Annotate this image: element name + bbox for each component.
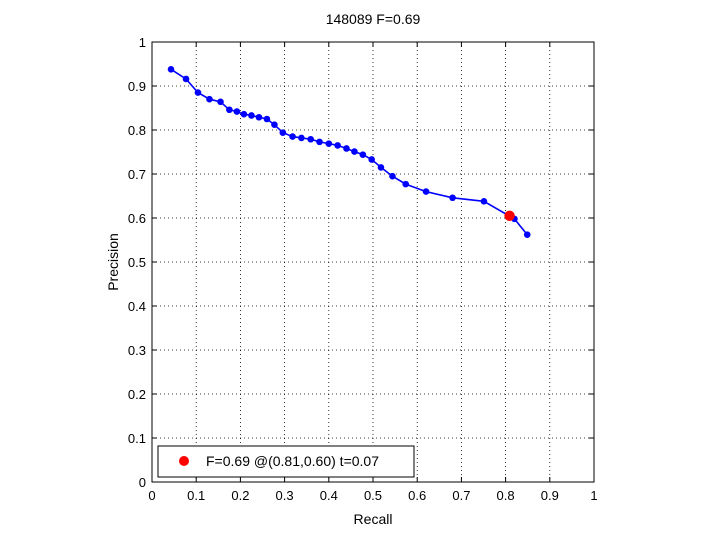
- data-point: [359, 151, 367, 158]
- y-tick-label: 0.5: [128, 255, 146, 270]
- data-point: [206, 95, 213, 103]
- x-axis-label: Recall: [354, 511, 393, 527]
- x-tick-labels: 0 0.1 0.2 0.3 0.4 0.5 0.6 0.7 0.8 0.9 1: [148, 488, 597, 503]
- legend-box: [157, 445, 415, 478]
- data-point: [343, 145, 350, 152]
- data-point: [240, 110, 248, 118]
- y-tick-label: 0.3: [128, 343, 146, 358]
- x-tick-label: 0.4: [320, 488, 338, 503]
- grid: [152, 42, 594, 482]
- data-point: [298, 134, 305, 142]
- data-point: [217, 98, 224, 106]
- y-tick-label: 0.8: [128, 123, 146, 138]
- y-tick-labels: 0 0.1 0.2 0.3 0.4 0.5 0.6 0.7 0.8 0.9 1: [128, 35, 146, 490]
- data-point: [167, 65, 175, 73]
- axis-ticks: [151, 41, 595, 483]
- data-point: [226, 106, 233, 114]
- data-point: [307, 135, 314, 143]
- data-point: [377, 164, 385, 171]
- data-point: [194, 89, 202, 96]
- data-point: [325, 140, 333, 147]
- data-point: [422, 188, 430, 195]
- data-point: [279, 129, 287, 136]
- legend: F=0.69 @(0.81,0.60) t=0.07: [157, 445, 415, 478]
- best-f-point: [504, 210, 515, 221]
- data-point: [334, 142, 341, 149]
- data-point: [289, 133, 296, 140]
- x-tick-label: 0: [148, 488, 155, 503]
- data-point: [316, 138, 323, 146]
- y-tick-label: 0: [139, 475, 146, 490]
- y-tick-label: 0.1: [128, 431, 146, 446]
- legend-text: F=0.69 @(0.81,0.60) t=0.07: [206, 453, 379, 469]
- data-point: [248, 112, 255, 119]
- y-tick-label: 1: [139, 35, 146, 50]
- data-point: [389, 172, 396, 180]
- data-point: [480, 197, 488, 205]
- data-point: [368, 156, 375, 163]
- data-point: [402, 180, 410, 188]
- data-point: [233, 108, 241, 115]
- chart-title: 148089 F=0.69: [326, 11, 421, 27]
- y-tick-label: 0.4: [128, 299, 146, 314]
- data-point: [263, 115, 271, 123]
- x-tick-label: 0.5: [364, 488, 382, 503]
- data-point: [523, 231, 531, 239]
- data-point: [182, 75, 190, 83]
- x-tick-label: 0.1: [187, 488, 205, 503]
- y-tick-label: 0.6: [128, 211, 146, 226]
- x-tick-label: 0.8: [497, 488, 515, 503]
- y-tick-label: 0.9: [128, 79, 146, 94]
- data-point: [271, 121, 278, 129]
- legend-marker: [179, 456, 189, 466]
- x-tick-label: 0.3: [276, 488, 294, 503]
- x-tick-label: 0.6: [408, 488, 426, 503]
- data-point: [351, 148, 358, 155]
- data-point: [255, 113, 263, 121]
- y-axis-label: Precision: [105, 233, 121, 291]
- y-tick-label: 0.2: [128, 387, 146, 402]
- data-point: [449, 194, 456, 202]
- x-tick-label: 0.9: [541, 488, 559, 503]
- highlight-group: [504, 210, 515, 221]
- y-tick-label: 0.7: [128, 167, 146, 182]
- x-tick-label: 0.2: [231, 488, 249, 503]
- x-tick-label: 1: [590, 488, 597, 503]
- x-tick-label: 0.7: [452, 488, 470, 503]
